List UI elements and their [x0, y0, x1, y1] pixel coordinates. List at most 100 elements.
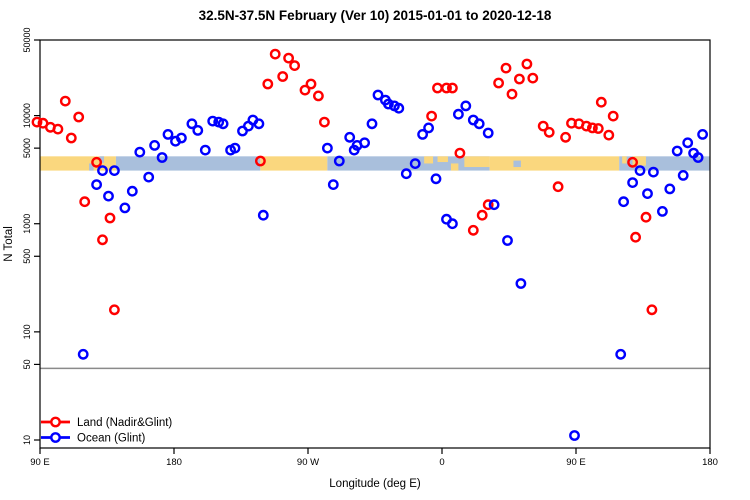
data-point: [119, 202, 131, 214]
y-tick-label: 1000: [22, 214, 32, 234]
y-tick-label: 5000: [22, 138, 32, 158]
band-patch: [450, 163, 459, 171]
legend-marker-icon: [50, 416, 61, 428]
legend: Land (Nadir&Glint) Ocean (Glint): [41, 416, 172, 445]
data-point: [253, 118, 265, 130]
data-point: [254, 155, 266, 167]
data-point: [312, 90, 324, 102]
y-tick-label: 50000: [22, 27, 32, 52]
data-point: [359, 137, 370, 149]
plot-box: [39, 39, 711, 449]
data-point: [217, 118, 229, 130]
data-point: [143, 171, 155, 183]
data-point: [207, 115, 219, 127]
x-axis-title: Longitude (deg E): [329, 478, 421, 490]
band-patch: [632, 156, 646, 166]
y-tick-label: 500: [22, 249, 32, 264]
data-point: [682, 137, 694, 149]
data-point: [382, 98, 394, 110]
data-point: [344, 131, 356, 143]
data-point: [646, 304, 658, 316]
data-point: [192, 124, 204, 136]
data-point: [327, 179, 339, 191]
y-tick-label: 50: [22, 359, 32, 369]
data-point: [640, 211, 652, 223]
data-point: [595, 96, 607, 108]
data-point: [627, 156, 638, 168]
y-axis-title: N Total: [3, 226, 15, 262]
data-point: [305, 78, 317, 90]
ocean-band-segment: [327, 156, 490, 171]
data-point: [103, 190, 114, 202]
data-point: [109, 304, 120, 316]
data-point: [432, 82, 443, 94]
data-point: [482, 199, 494, 211]
data-point: [618, 196, 629, 208]
data-point: [372, 89, 384, 101]
data-point: [400, 168, 412, 180]
data-point: [476, 209, 488, 221]
data-point: [423, 122, 434, 134]
data-point: [537, 120, 549, 132]
data-point: [587, 122, 598, 134]
data-point: [333, 155, 345, 167]
data-point: [366, 118, 378, 130]
data-point: [634, 165, 646, 177]
data-point: [149, 139, 161, 151]
ocean-band-segment: [115, 156, 261, 171]
data-point: [671, 145, 683, 157]
coast-band: [40, 156, 710, 171]
data-point: [299, 84, 311, 96]
data-point: [441, 82, 452, 94]
land-band-segment: [40, 156, 116, 171]
data-point: [446, 82, 458, 94]
data-point: [91, 156, 103, 168]
data-point: [460, 100, 472, 112]
data-point: [289, 60, 300, 71]
data-point: [162, 128, 174, 140]
y-tick-label: 10: [22, 435, 32, 445]
data-point: [73, 111, 85, 123]
legend-marker-icon: [50, 432, 61, 443]
data-point: [91, 179, 103, 191]
data-point: [409, 158, 421, 170]
data-point: [592, 123, 604, 134]
data-point: [77, 348, 89, 360]
data-point: [318, 116, 330, 128]
data-point: [515, 278, 527, 289]
data-point: [97, 234, 108, 246]
data-point: [452, 108, 464, 120]
data-point: [521, 58, 533, 70]
data-point: [262, 78, 274, 90]
data-point: [569, 430, 580, 441]
x-axis: 90 E 180 90 W 0 90 E 180 Longitude (deg E): [30, 448, 718, 490]
data-point: [430, 173, 442, 185]
data-point: [467, 224, 479, 236]
data-point: [257, 209, 269, 221]
band-patch: [424, 156, 434, 164]
data-point: [79, 196, 91, 208]
data-point: [321, 142, 333, 154]
data-point: [283, 52, 294, 64]
data-point: [664, 183, 676, 195]
data-point: [269, 48, 281, 60]
data-point: [581, 120, 592, 132]
data-point: [552, 181, 564, 193]
legend-label: Land (Nadir&Glint): [77, 417, 172, 429]
data-point: [560, 131, 571, 143]
y-axis: 50000 10000 5000 1000 500 100 50 10 N Total: [3, 27, 40, 445]
data-point: [692, 152, 704, 163]
data-point: [393, 102, 405, 114]
data-point: [104, 212, 116, 224]
y-tick-label: 100: [22, 324, 32, 339]
data-point: [493, 77, 504, 89]
data-point: [642, 188, 653, 200]
data-point: [454, 147, 466, 159]
data-point: [482, 127, 494, 139]
data-point: [697, 128, 708, 140]
data-point: [657, 205, 668, 217]
data-point: [543, 126, 555, 138]
x-tick-label: 90 E: [566, 457, 586, 468]
